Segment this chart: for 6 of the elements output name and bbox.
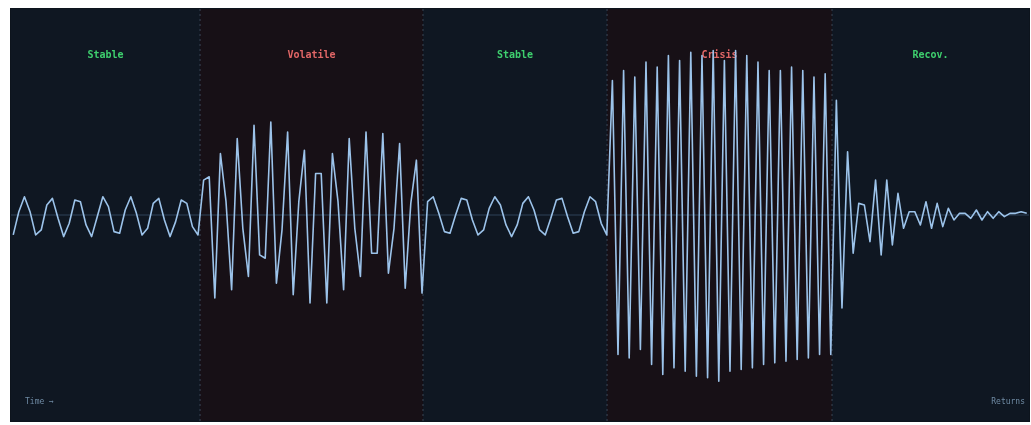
annotation: Stable xyxy=(87,49,124,60)
annotation: Recov. xyxy=(912,49,949,60)
annotation: Stable xyxy=(496,49,534,60)
annotation: Volatile xyxy=(287,49,336,60)
text: Returns xyxy=(991,397,1026,406)
text: Time → xyxy=(25,397,55,406)
